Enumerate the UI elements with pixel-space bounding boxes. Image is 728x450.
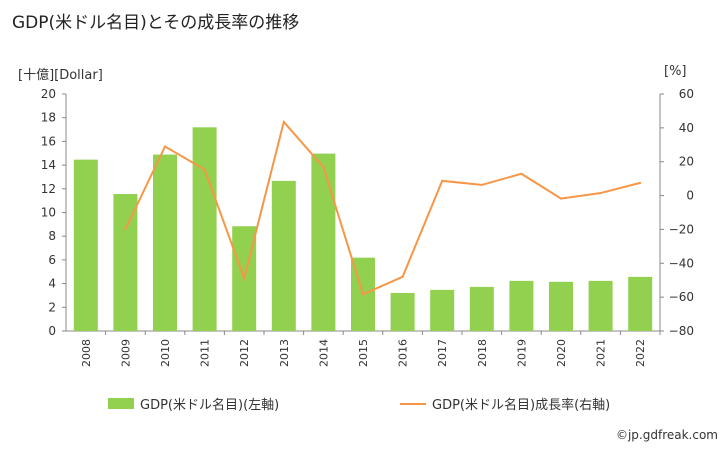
- x-tick-label: 2009: [119, 339, 132, 367]
- left-tick-label: 2: [48, 300, 56, 314]
- x-tick-label: 2013: [278, 339, 291, 367]
- legend-label-gdp: GDP(米ドル名目)(左軸): [140, 398, 280, 413]
- bar-2021: [588, 280, 613, 331]
- bar-2020: [549, 281, 573, 331]
- x-tick-label: 2022: [634, 339, 647, 367]
- legend-swatch-bar: [108, 398, 134, 409]
- chart-title: GDP(米ドル名目)とその成長率の推移: [12, 13, 300, 33]
- left-tick-label: 14: [41, 158, 56, 172]
- left-tick-label: 4: [48, 277, 56, 291]
- growth-point-2015: [362, 293, 364, 296]
- x-tick-label: 2008: [80, 339, 93, 367]
- left-tick-label: 12: [41, 182, 56, 196]
- right-tick-label: 0: [686, 189, 694, 203]
- growth-point-2010: [164, 145, 166, 148]
- x-tick-label: 2021: [595, 339, 608, 367]
- bar-2008: [73, 159, 98, 331]
- right-tick-label: −20: [669, 222, 694, 236]
- bar-2013: [271, 180, 296, 331]
- bar-2010: [153, 154, 177, 331]
- growth-point-2017: [441, 179, 444, 182]
- right-tick-label: −80: [669, 324, 694, 338]
- growth-point-2018: [480, 183, 483, 186]
- x-tick-label: 2019: [515, 339, 528, 367]
- x-tick-label: 2012: [238, 339, 251, 367]
- growth-point-2009: [124, 228, 127, 231]
- x-tick-label: 2020: [555, 339, 568, 367]
- right-axis-label: [%]: [664, 64, 687, 79]
- left-tick-label: 0: [48, 324, 56, 338]
- right-tick-label: 20: [679, 155, 694, 169]
- bar-2011: [192, 127, 217, 332]
- growth-line: [124, 119, 641, 296]
- growth-point-2016: [401, 275, 404, 278]
- bar-2017: [430, 289, 455, 331]
- bar-2018: [469, 286, 494, 331]
- x-tick-label: 2015: [357, 339, 370, 367]
- growth-point-2014: [322, 166, 325, 169]
- growth-point-2013: [282, 120, 285, 123]
- bar-2014: [311, 153, 336, 331]
- left-tick-label: 6: [48, 253, 56, 267]
- right-tick-label: −60: [669, 290, 694, 304]
- x-tick-label: 2010: [159, 339, 172, 367]
- x-tick-label: 2016: [397, 339, 410, 367]
- bar-2022: [628, 276, 653, 331]
- bar-2016: [390, 292, 415, 331]
- left-tick-label: 18: [41, 111, 56, 125]
- growth-point-2012: [243, 277, 246, 280]
- left-tick-label: 20: [41, 87, 56, 101]
- left-tick-label: 16: [41, 134, 56, 148]
- bar-2019: [509, 280, 534, 331]
- growth-point-2020: [560, 197, 562, 200]
- x-tick-label: 2018: [476, 339, 489, 367]
- right-tick-label: −40: [669, 256, 694, 270]
- left-tick-label: 8: [48, 229, 56, 243]
- legend-item-gdp: GDP(米ドル名目)(左軸): [108, 394, 279, 413]
- legend-item-growth: GDP(米ドル名目)成長率(右軸): [400, 394, 610, 413]
- right-tick-label: 60: [679, 87, 694, 101]
- credit-text: ©jp.gdfreak.com: [615, 428, 718, 442]
- bar-2009: [113, 194, 138, 331]
- legend-swatch-line: [400, 402, 426, 405]
- legend-label-growth: GDP(米ドル名目)成長率(右軸): [432, 398, 611, 413]
- growth-point-2011: [203, 168, 206, 171]
- x-tick-label: 2014: [317, 339, 330, 367]
- right-tick-label: 40: [679, 121, 694, 135]
- left-tick-label: 10: [41, 206, 56, 220]
- x-tick-label: 2017: [436, 339, 449, 367]
- x-tick-label: 2011: [199, 339, 212, 367]
- growth-point-2021: [599, 192, 602, 195]
- growth-point-2019: [520, 172, 523, 175]
- growth-point-2022: [639, 181, 642, 184]
- left-axis-label: [十億][Dollar]: [18, 68, 103, 83]
